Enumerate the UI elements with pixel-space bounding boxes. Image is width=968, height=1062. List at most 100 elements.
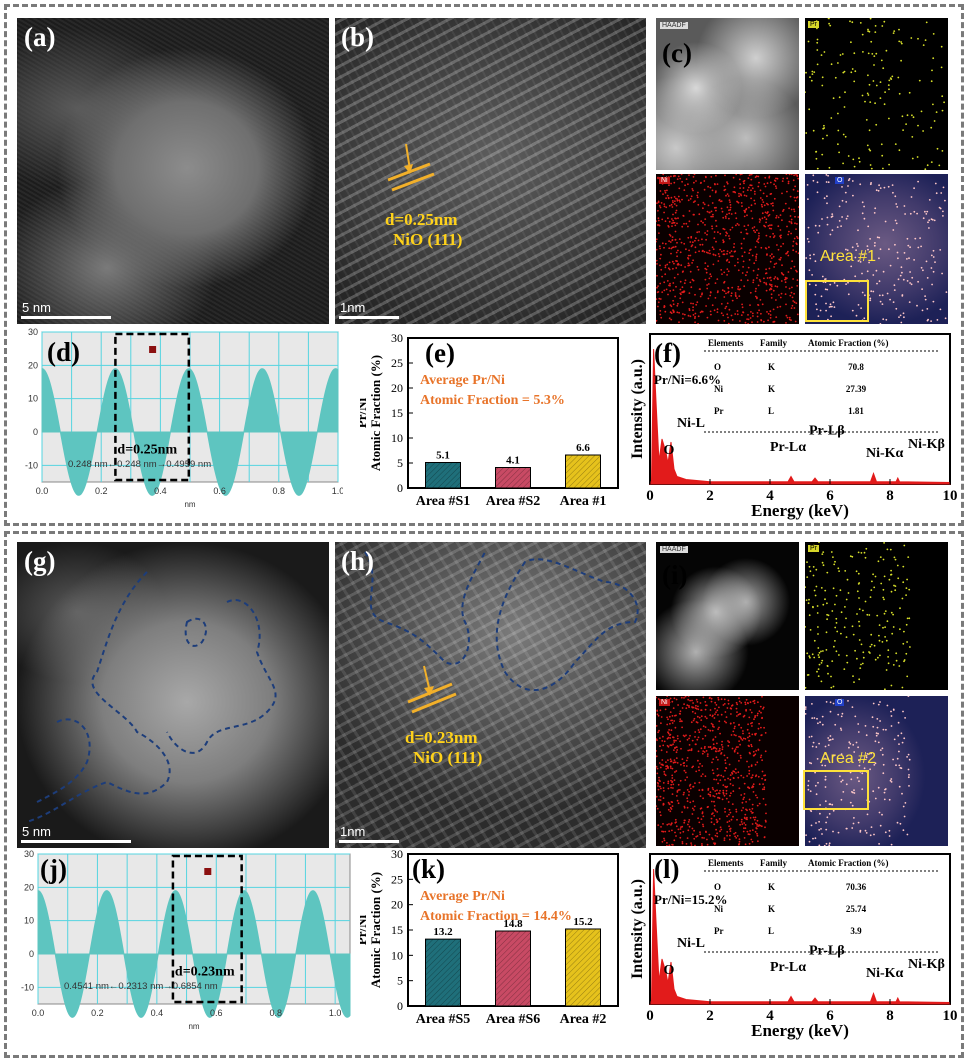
eds-dot xyxy=(814,594,817,597)
eds-dot xyxy=(855,249,857,251)
eds-dot xyxy=(854,256,857,259)
eds-dot xyxy=(828,22,830,25)
eds-dot xyxy=(883,103,886,106)
eds-dot xyxy=(689,734,691,737)
eds-dot xyxy=(718,726,720,729)
eds-dot xyxy=(670,729,673,732)
eds-dot xyxy=(667,745,670,748)
scalebar-g xyxy=(21,840,131,843)
eds-dot xyxy=(839,775,841,778)
eds-dot xyxy=(681,291,683,294)
eds-dot xyxy=(691,699,693,702)
eds-dot xyxy=(674,761,677,764)
eds-dot xyxy=(824,278,826,281)
eds-dot xyxy=(854,649,856,652)
eds-dot xyxy=(920,266,923,269)
eds-dot xyxy=(671,719,673,722)
eds-dot xyxy=(762,798,765,800)
eds-dot xyxy=(750,765,753,767)
eds-dot xyxy=(897,577,900,580)
eds-dot xyxy=(676,749,679,751)
eds-dot xyxy=(852,194,854,197)
eds-dot xyxy=(820,587,823,589)
eds-dot xyxy=(868,651,870,653)
eds-dot xyxy=(747,786,750,789)
eds-dot xyxy=(877,732,879,735)
eds-dot xyxy=(829,803,832,806)
eds-dot xyxy=(744,703,747,706)
eds-dot xyxy=(913,187,915,190)
eds-dot xyxy=(705,271,708,274)
eds-dot xyxy=(675,204,678,207)
eds-dot xyxy=(720,713,723,716)
eds-dot xyxy=(663,740,666,743)
eds-dot xyxy=(789,195,792,198)
eds-dot xyxy=(881,154,884,157)
eds-dot xyxy=(697,203,700,206)
eds-dot xyxy=(862,253,864,256)
eds-dot xyxy=(694,844,696,846)
table-cell: K xyxy=(768,904,775,914)
eds-dot xyxy=(865,734,868,737)
eds-dot xyxy=(676,735,679,737)
eds-dot xyxy=(831,213,834,215)
eds-dot xyxy=(764,272,767,275)
eds-dot xyxy=(660,716,663,718)
eds-dot xyxy=(717,319,720,322)
eds-dot xyxy=(765,282,767,285)
eds-dot xyxy=(693,805,696,808)
eds-dot xyxy=(686,776,688,779)
eds-dot xyxy=(825,842,828,845)
eds-dot xyxy=(848,178,851,180)
eds-dot xyxy=(701,250,704,253)
eds-dot xyxy=(708,249,711,252)
eds-dot xyxy=(785,174,788,176)
eds-dot xyxy=(706,755,709,757)
eds-dot xyxy=(679,177,682,180)
eds-dot xyxy=(720,698,723,701)
y-tick-label: 30 xyxy=(391,848,403,861)
eds-dot xyxy=(735,837,738,839)
eds-dot xyxy=(750,174,752,176)
eds-dot xyxy=(664,273,667,276)
eds-dot xyxy=(697,191,699,194)
eds-dot xyxy=(817,668,820,670)
eds-dot xyxy=(733,722,735,724)
eds-dot xyxy=(756,274,759,276)
eds-dot xyxy=(724,307,727,310)
eds-dot xyxy=(877,189,880,192)
eds-dot xyxy=(807,674,810,676)
eds-dot xyxy=(713,778,715,781)
eds-dot xyxy=(713,717,716,719)
eds-dot xyxy=(703,180,706,182)
eds-dot xyxy=(658,297,661,300)
eds-dot xyxy=(897,278,900,281)
eds-dot xyxy=(741,823,744,825)
eds-dot xyxy=(845,201,848,203)
eds-dot xyxy=(764,176,767,179)
eds-dot xyxy=(793,174,795,177)
eds-dot xyxy=(730,792,732,795)
area-label-1: Area #1 xyxy=(820,248,877,265)
eds-dot xyxy=(936,319,939,321)
eds-dot xyxy=(711,787,714,789)
eds-dot xyxy=(764,826,766,829)
eds-dot xyxy=(709,793,711,796)
eds-dot xyxy=(757,268,760,271)
eds-dot xyxy=(819,812,821,815)
eds-dot xyxy=(856,776,859,779)
eds-dot xyxy=(913,210,916,213)
eds-dot xyxy=(688,308,691,310)
eds-dot xyxy=(930,254,933,257)
eds-dot xyxy=(756,312,759,314)
eds-dot xyxy=(857,731,860,733)
eds-dot xyxy=(831,610,834,612)
eds-dot xyxy=(676,737,679,740)
eds-dot xyxy=(748,716,751,719)
eds-dot xyxy=(736,711,738,713)
table-cell: 70.36 xyxy=(846,882,867,892)
eds-dot xyxy=(742,737,745,740)
eds-dot xyxy=(790,232,792,235)
eds-dot xyxy=(880,582,883,585)
